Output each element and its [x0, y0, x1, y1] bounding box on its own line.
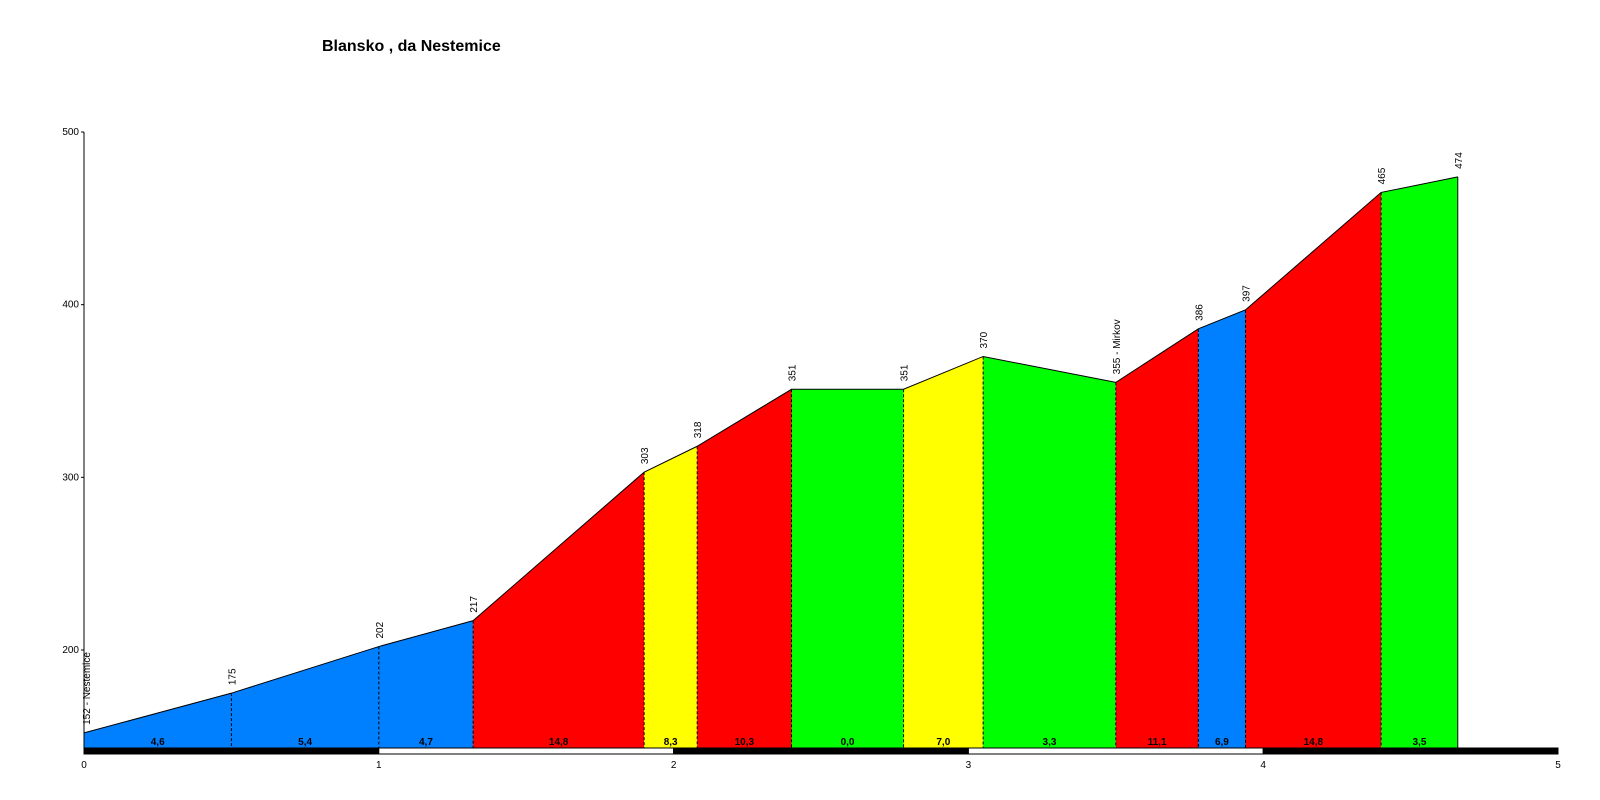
segment-gradient-label: 4,6 — [151, 737, 165, 748]
segment-area-5 — [697, 389, 792, 748]
y-tick-label: 300 — [62, 472, 79, 483]
segment-gradient-label: 7,0 — [936, 737, 950, 748]
segment-area-12 — [1381, 176, 1458, 749]
y-tick-label: 200 — [62, 645, 79, 656]
segment-gradient-label: 6,9 — [1215, 737, 1229, 748]
x-tick-label: 1 — [376, 760, 382, 771]
elevation-point-label: 355 - Mirkov — [1112, 319, 1123, 374]
segment-gradient-label: 3,5 — [1412, 737, 1426, 748]
segment-gradient-label: 14,8 — [549, 737, 569, 748]
elevation-point-label: 474 — [1454, 152, 1465, 169]
y-tick-label: 400 — [62, 300, 79, 311]
elevation-point-label: 303 — [640, 447, 651, 464]
x-tick-label: 0 — [81, 760, 87, 771]
segment-gradient-label: 0,0 — [841, 737, 855, 748]
segment-gradient-label: 14,8 — [1304, 737, 1324, 748]
km-bar-block-4 — [1262, 747, 1559, 755]
segment-gradient-label: 4,7 — [419, 737, 433, 748]
x-tick-label: 3 — [966, 760, 972, 771]
profile-outline — [83, 176, 1458, 734]
segment-area-10 — [1198, 309, 1246, 748]
dividers-layer — [230, 176, 1459, 748]
segment-area-2 — [378, 620, 474, 748]
elevation-point-label: 318 — [693, 421, 704, 438]
point-labels-layer: 152 - Nestemice 175 202 217 303 318 351 351 370 3… — [82, 152, 1465, 725]
segment-gradient-label: 10,3 — [735, 737, 755, 748]
y-ticks-layer: 200 300 400 500 — [62, 127, 84, 656]
elevation-point-label: 351 — [788, 364, 799, 381]
km-bar-block-1 — [378, 747, 675, 755]
elevation-point-label: 217 — [469, 596, 480, 613]
elevation-point-label: 370 — [979, 331, 990, 348]
segment-area-6 — [791, 389, 904, 748]
y-tick-label: 500 — [62, 127, 79, 138]
elevation-point-label: 397 — [1242, 285, 1253, 302]
segment-gradient-label: 11,1 — [1148, 737, 1167, 748]
segment-gradient-label: 8,3 — [664, 737, 678, 748]
km-bar-layer — [83, 747, 1559, 755]
segment-area-7 — [903, 356, 984, 748]
elevation-point-label: 175 — [227, 668, 238, 685]
x-tick-label: 5 — [1555, 760, 1561, 771]
elevation-point-label: 152 - Nestemice — [82, 652, 93, 725]
elevation-point-label: 202 — [375, 621, 386, 638]
gradient-labels-layer: 4,6 5,4 4,7 14,8 8,3 10,3 0,0 7,0 3,3 11,1 6,9 14,8… — [151, 737, 1427, 748]
elevation-point-label: 386 — [1194, 304, 1205, 321]
elevation-point-label: 465 — [1377, 167, 1388, 184]
segment-area-11 — [1245, 192, 1382, 748]
segment-area-9 — [1115, 328, 1199, 748]
segment-area-3 — [473, 472, 645, 748]
km-bar-block-0 — [83, 747, 380, 755]
segment-area-1 — [231, 646, 379, 748]
km-bar-block-3 — [967, 747, 1264, 755]
km-bar-block-2 — [673, 747, 969, 755]
elevation-point-label: 351 — [900, 364, 911, 381]
x-tick-label: 2 — [671, 760, 677, 771]
segments-layer — [84, 176, 1458, 749]
segment-area-0 — [84, 693, 232, 748]
x-tick-label: 4 — [1260, 760, 1266, 771]
segment-area-8 — [983, 356, 1116, 748]
segment-gradient-label: 5,4 — [298, 737, 312, 748]
segment-area-4 — [644, 446, 698, 748]
segment-gradient-label: 3,3 — [1043, 737, 1057, 748]
chart-title: Blansko , da Nestemice — [322, 38, 501, 55]
x-ticks-layer: 0 1 2 3 4 5 — [81, 760, 1561, 771]
